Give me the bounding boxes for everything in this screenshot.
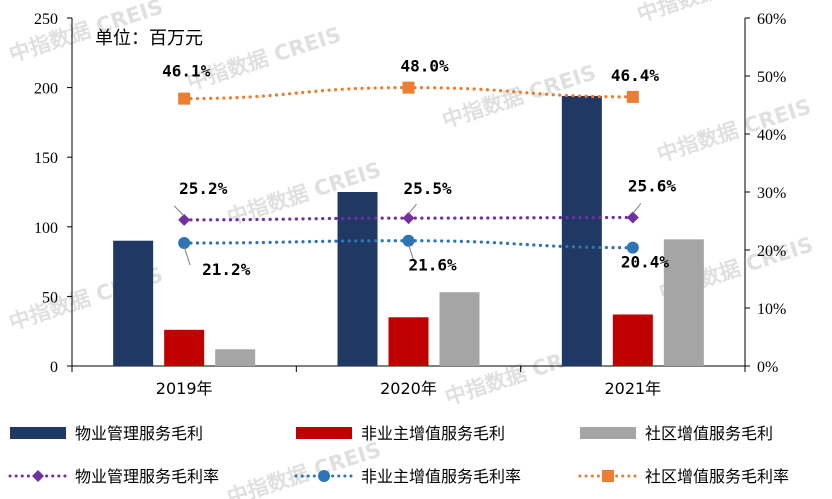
legend-label: 社区增值服务毛利率 xyxy=(645,467,789,486)
bar xyxy=(663,239,704,366)
bar xyxy=(561,95,602,367)
legend-label: 物业管理服务毛利 xyxy=(75,424,203,443)
series-marker xyxy=(178,237,191,250)
left-tick-label: 200 xyxy=(34,81,58,98)
bar xyxy=(113,240,154,366)
legend-swatch xyxy=(580,427,636,439)
series-marker xyxy=(402,234,415,247)
legend-label: 物业管理服务毛利率 xyxy=(75,467,219,486)
legend-marker xyxy=(602,470,614,482)
watermark-text: 中指数据 CREIS xyxy=(224,437,384,499)
watermark-text: 中指数据 CREIS xyxy=(654,94,814,166)
legend-marker xyxy=(32,470,44,482)
right-tick-label: 40% xyxy=(757,127,786,144)
left-tick-label: 250 xyxy=(34,11,58,28)
data-label: 20.4% xyxy=(621,253,670,272)
watermark-text: 中指数据 CREIS xyxy=(184,22,344,94)
data-label: 48.0% xyxy=(401,57,450,76)
x-tick-label: 2019年 xyxy=(156,379,213,398)
right-tick-label: 30% xyxy=(757,185,786,202)
data-label: 21.2% xyxy=(202,260,251,279)
right-tick-label: 60% xyxy=(757,11,786,28)
lines xyxy=(178,81,639,254)
legend-label: 社区增值服务毛利 xyxy=(645,424,773,443)
right-tick-label: 50% xyxy=(757,69,786,86)
leader-line xyxy=(183,246,191,266)
right-tick-label: 0% xyxy=(757,359,778,376)
legend-swatch xyxy=(10,427,66,439)
bar xyxy=(215,349,256,366)
unit-label: 单位：百万元 xyxy=(95,28,203,49)
labels: 25.2% 25.5% 25.6% 21.2% 21.6% 20.4% 46.1% 48.0%… xyxy=(162,57,676,279)
leader-line xyxy=(632,203,642,214)
bar xyxy=(612,314,653,366)
data-label: 25.5% xyxy=(404,179,453,198)
series-marker xyxy=(178,92,191,105)
right-tick-label: 10% xyxy=(757,301,786,318)
series-marker xyxy=(402,81,415,94)
left-tick-label: 0 xyxy=(50,359,58,376)
data-label: 25.6% xyxy=(628,177,677,196)
bar xyxy=(164,329,205,366)
left-tick-label: 100 xyxy=(34,220,58,237)
leader-line xyxy=(408,244,415,263)
x-tick-label: 2021年 xyxy=(604,379,661,398)
series-marker xyxy=(178,213,191,226)
bar xyxy=(439,292,480,366)
data-label: 21.6% xyxy=(409,256,458,275)
legend-label: 非业主增值服务毛利 xyxy=(361,424,505,443)
series-marker xyxy=(626,241,639,254)
leader-line xyxy=(408,203,417,215)
series-marker xyxy=(626,90,639,103)
bars xyxy=(113,95,704,367)
series-marker xyxy=(626,211,639,224)
axes: 0 50 100 150 200 250 0% 10% 20% 30% 40% 50% 60% 2019年… xyxy=(34,11,786,398)
series-marker xyxy=(402,212,415,225)
bar xyxy=(337,192,378,366)
left-tick-label: 50 xyxy=(42,289,58,306)
legend-swatch xyxy=(296,427,352,439)
left-tick-label: 150 xyxy=(34,150,58,167)
data-label: 46.4% xyxy=(611,66,660,85)
right-tick-label: 20% xyxy=(757,243,786,260)
bar xyxy=(388,317,429,366)
data-label: 25.2% xyxy=(179,179,228,198)
legend-label: 非业主增值服务毛利率 xyxy=(361,467,521,486)
x-tick-label: 2020年 xyxy=(380,379,437,398)
data-label: 46.1% xyxy=(162,62,211,81)
leader-line xyxy=(173,205,185,217)
legend-marker xyxy=(318,470,330,482)
